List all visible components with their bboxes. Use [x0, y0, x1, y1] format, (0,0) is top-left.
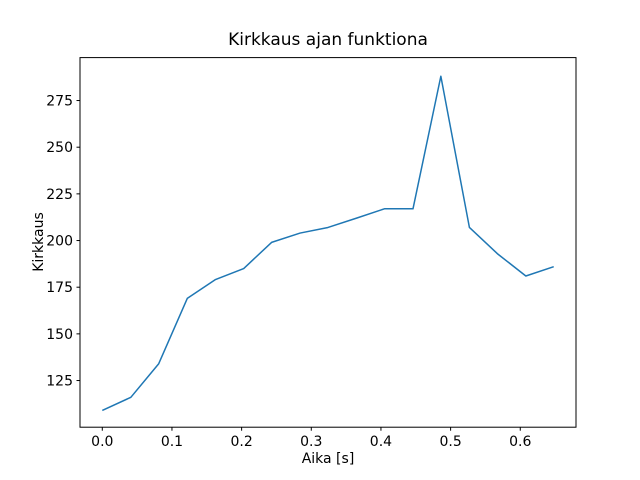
y-axis-tick-label: 175 — [46, 280, 73, 296]
x-axis-tick-label: 0.5 — [439, 434, 461, 450]
y-axis-tick-label: 125 — [46, 374, 73, 390]
x-axis-tick-label: 0.6 — [509, 434, 531, 450]
x-axis-tick-label: 0.4 — [370, 434, 392, 450]
chart-title: Kirkkaus ajan funktiona — [228, 30, 428, 50]
y-axis-label: Kirkkaus — [31, 212, 47, 272]
y-axis-tick-label: 275 — [46, 94, 73, 110]
x-axis-tick-label: 0.2 — [230, 434, 252, 450]
y-axis-tick-label: 200 — [46, 234, 73, 250]
x-axis-tick-label: 0.1 — [161, 434, 183, 450]
x-axis-label: Aika [s] — [301, 451, 355, 467]
data-line — [101, 75, 554, 412]
y-axis-tick-label: 250 — [46, 140, 73, 156]
x-axis-tick-label: 0.0 — [91, 434, 113, 450]
plot-border — [79, 57, 577, 428]
y-axis-tick-label: 150 — [46, 327, 73, 343]
y-axis-tick-label: 225 — [46, 187, 73, 203]
x-axis-tick-label: 0.3 — [300, 434, 322, 450]
